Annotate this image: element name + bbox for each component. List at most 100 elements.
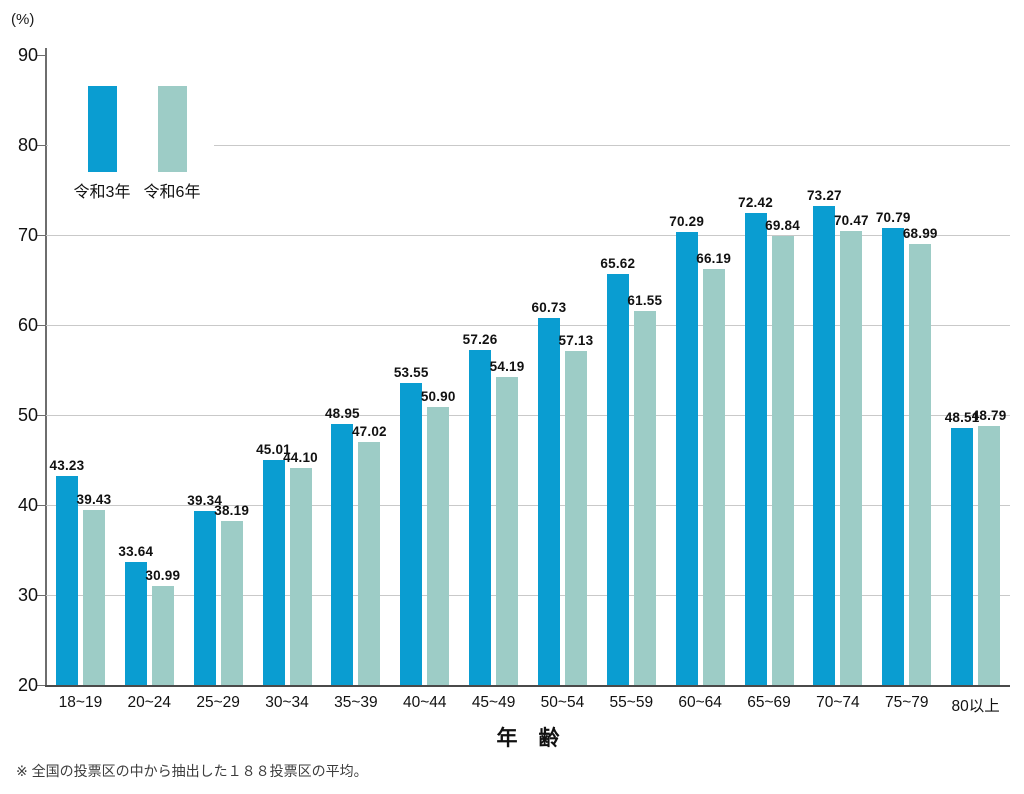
bar-group-50~54: 60.73 57.13 [528,55,597,685]
y-tick-70 [37,234,45,236]
bar-series2-60~64: 66.19 [696,251,731,685]
bar-group-75~79: 70.79 68.99 [872,55,941,685]
gridline-70 [46,235,1010,236]
bar-series2-30~34: 44.10 [283,450,318,685]
bar-series1-18~19: 43.23 [50,458,84,685]
gridline-30 [46,595,1010,596]
bar-series2-25~29: 38.19 [214,503,249,685]
x-axis-category-label-18~19: 18~19 [58,694,103,711]
bar-series1-65~69: 72.42 [738,195,773,685]
bar-group-80以上: 48.51 48.79 [941,55,1010,685]
bar-series1-80以上: 48.51 [945,410,979,685]
bar-value-label-series2-40~44: 50.90 [420,388,456,404]
bar-value-label-series1-60~64: 70.29 [669,214,705,230]
y-axis-line [45,48,47,687]
y-tick-label-50: 50 [17,405,38,425]
bar-group-20~24: 33.64 30.99 [115,55,184,685]
bar-series2-35~39: 47.02 [352,424,387,685]
bar-value-label-series1-75~79: 70.79 [875,209,911,225]
y-axis-unit-label: (%) [11,11,35,28]
bar-value-label-series1-55~59: 65.62 [600,256,636,272]
gridline-50 [46,415,1010,416]
y-tick-label-60: 60 [17,315,38,335]
x-axis-category-label-35~39: 35~39 [334,694,378,711]
footnote: ※ 全国の投票区の中から抽出した１８８投票区の平均。 [16,763,368,779]
bar-group-35~39: 48.95 47.02 [321,55,390,685]
bars-row: 43.23 39.43 33.64 30.99 39.34 38.19 45.01 44.10… [46,55,1010,685]
bar-value-label-series2-18~19: 39.43 [76,492,112,508]
x-axis-category-label-70~74: 70~74 [816,694,860,711]
bar-series1-75~79: 70.79 [876,210,910,685]
bar-value-label-series2-50~54: 57.13 [558,332,594,348]
x-axis-category-label-75~79: 75~79 [884,694,929,711]
x-axis-category-label-20~24: 20~24 [127,694,172,711]
x-axis-category-label-55~59: 55~59 [609,694,654,711]
bar-value-label-series1-50~54: 60.73 [531,300,567,316]
gridline-40 [46,505,1010,506]
bar-group-18~19: 43.23 39.43 [46,55,115,685]
bar-series1-55~59: 65.62 [600,256,635,685]
x-axis-category-label-50~54: 50~54 [540,694,585,711]
bar-value-label-series2-35~39: 47.02 [351,423,387,439]
bar-series1-30~34: 45.01 [256,442,291,685]
plot-area: 43.23 39.43 33.64 30.99 39.34 38.19 45.01 44.10… [46,55,1010,685]
bar-value-label-series1-20~24: 33.64 [118,544,154,560]
gridline-60 [46,325,1010,326]
bar-value-label-series1-35~39: 48.95 [324,406,360,422]
y-tick-label-80: 80 [17,135,38,155]
bar-group-40~44: 53.55 50.90 [390,55,459,685]
bar-series1-70~74: 73.27 [807,188,842,685]
x-axis-category-label-40~44: 40~44 [402,694,447,711]
bar-value-label-series1-40~44: 53.55 [393,365,429,381]
bar-series2-50~54: 57.13 [559,333,593,685]
y-tick-90 [37,54,45,56]
legend-swatch-reiwa3 [88,86,117,172]
bar-value-label-series2-45~49: 54.19 [489,359,525,375]
y-tick-label-70: 70 [17,225,38,245]
bar-group-60~64: 70.29 66.19 [666,55,735,685]
y-tick-label-30: 30 [17,585,38,605]
bar-value-label-series2-20~24: 30.99 [145,568,181,584]
bar-value-label-series1-45~49: 57.26 [462,331,498,347]
bar-value-label-series1-70~74: 73.27 [806,187,842,203]
bar-series1-20~24: 33.64 [118,544,153,685]
bar-value-label-series1-30~34: 45.01 [256,441,291,457]
bar-value-label-series2-55~59: 61.55 [627,293,663,309]
bar-series2-65~69: 69.84 [765,218,800,685]
bar-group-30~34: 45.01 44.10 [253,55,322,685]
bar-series2-40~44: 50.90 [421,389,455,685]
bar-value-label-series1-25~29: 39.34 [187,492,223,508]
x-axis-labels: 18~19 20~24 25~29 30~34 35~39 40~44 45~49 50~54… [46,694,1010,716]
bar-series2-55~59: 61.55 [627,293,662,685]
x-axis-title: 年 齢 [496,727,560,750]
bar-value-label-series1-65~69: 72.42 [738,195,773,211]
legend-label-reiwa6: 令和6年 [143,184,201,201]
y-tick-80 [37,144,45,146]
legend-label-reiwa3: 令和3年 [73,184,131,201]
y-tick-label-90: 90 [17,45,38,65]
bar-series2-18~19: 39.43 [77,492,111,685]
bar-group-25~29: 39.34 38.19 [184,55,253,685]
x-axis-category-label-80以上: 80以上 [951,698,1000,715]
bar-series1-45~49: 57.26 [463,332,497,685]
bar-series2-70~74: 70.47 [834,213,869,685]
y-tick-50 [37,414,45,416]
bar-series2-80以上: 48.79 [972,408,1006,685]
bar-series2-45~49: 54.19 [490,359,524,685]
bar-group-45~49: 57.26 54.19 [459,55,528,685]
y-tick-30 [37,594,45,596]
bar-value-label-series2-25~29: 38.19 [214,503,250,519]
y-tick-40 [37,504,45,506]
x-axis-category-label-25~29: 25~29 [196,694,240,711]
x-axis-category-label-65~69: 65~69 [747,694,791,711]
bar-value-label-series1-18~19: 43.23 [49,457,85,473]
bar-group-65~69: 72.42 69.84 [735,55,804,685]
bar-series2-20~24: 30.99 [145,568,180,685]
bar-series1-25~29: 39.34 [187,493,222,685]
bar-group-70~74: 73.27 70.47 [803,55,872,685]
bar-series2-75~79: 68.99 [903,226,937,685]
bar-group-55~59: 65.62 61.55 [597,55,666,685]
gridline-80 [46,145,1010,146]
bar-series1-40~44: 53.55 [394,365,428,685]
